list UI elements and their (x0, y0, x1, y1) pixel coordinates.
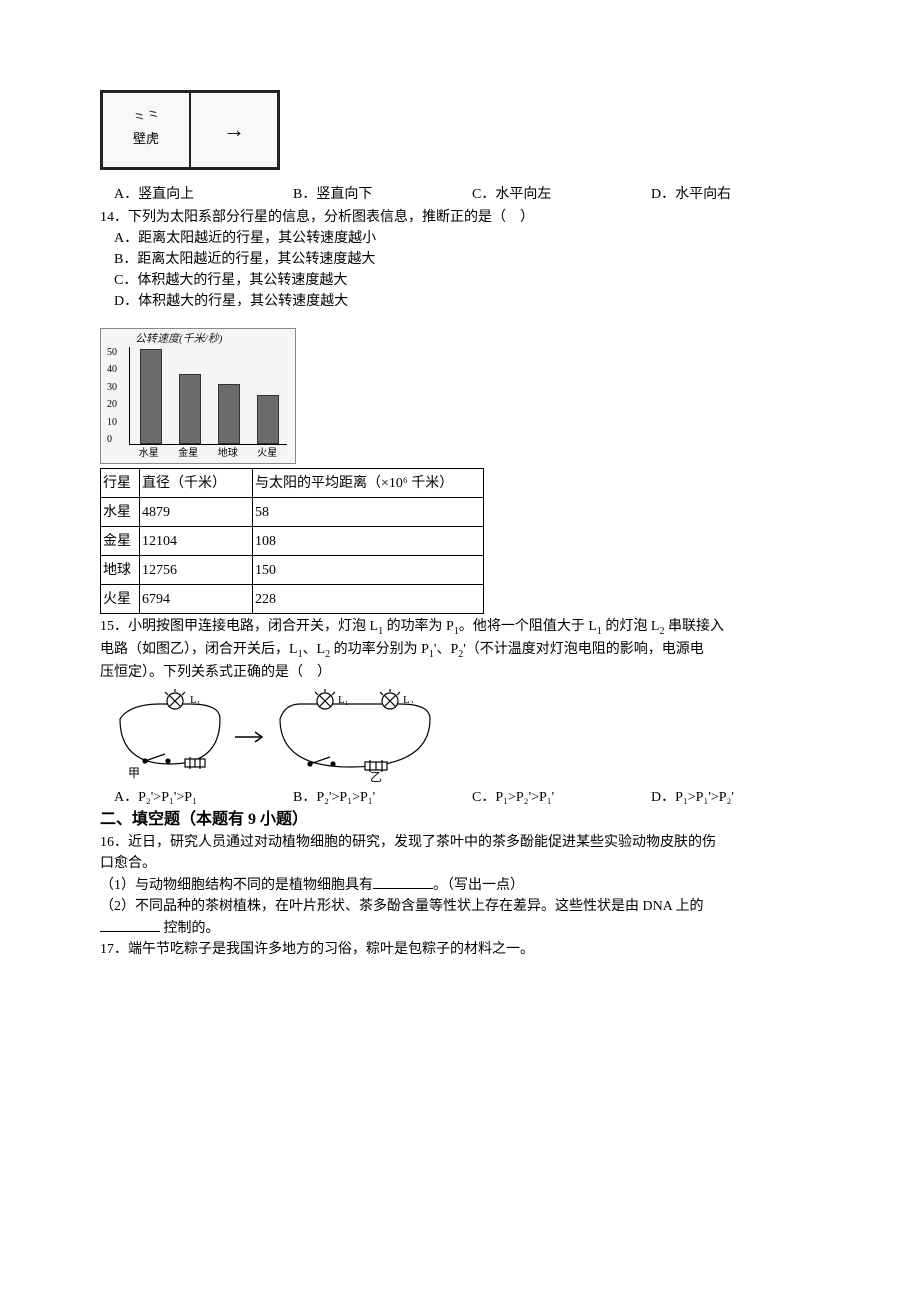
cell: 6794 (140, 585, 253, 614)
q13-opt-c: C．水平向左 (472, 184, 651, 205)
t: 。他将一个阻值大于 L (459, 619, 597, 634)
q15-stem-line2: 电路（如图乙），闭合开关后，L1、L2 的功率分别为 P1'、P2'（不计温度对… (100, 639, 830, 662)
q16-part1: （1）与动物细胞结构不同的是植物细胞具有 。（写出一点） (100, 874, 830, 896)
gecko-drawing: ⺀⺀ (131, 109, 161, 130)
t: '、P (434, 642, 458, 657)
t: （1）与动物细胞结构不同的是植物细胞具有 (100, 878, 373, 893)
chart-plot-area (129, 347, 287, 445)
cell: 金星 (101, 527, 140, 556)
label-l2: L₂ (403, 694, 414, 706)
chart-bar (179, 374, 201, 444)
q16-part2-line1: （2）不同品种的茶树植株，在叶片形状、茶多酚含量等性状上存在差异。这些性状是由 … (100, 896, 830, 917)
cell: 12756 (140, 556, 253, 585)
t: 串联接入 (664, 619, 724, 634)
table-row: 火星 6794 228 (101, 585, 484, 614)
chart-bar (257, 395, 279, 444)
t: 的功率为 P (383, 619, 454, 634)
cell: 水星 (101, 498, 140, 527)
ytick: 40 (107, 362, 117, 377)
th-diameter: 直径（千米） (140, 469, 253, 498)
blank-field[interactable] (373, 874, 433, 889)
cell: 地球 (101, 556, 140, 585)
q14-planet-table: 行星 直径（千米） 与太阳的平均距离（×10⁶ 千米） 水星 4879 58 金… (100, 468, 484, 614)
q15-stem-line3: 压恒定）。下列关系式正确的是（ ） (100, 662, 830, 683)
q15-stem-line1: 15．小明按图甲连接电路，闭合开关，灯泡 L1 的功率为 P1。他将一个阻值大于… (100, 616, 830, 639)
t: 、L (303, 642, 326, 657)
cell: 58 (253, 498, 484, 527)
cell: 4879 (140, 498, 253, 527)
ytick: 0 (107, 432, 117, 447)
gecko-label: 壁虎 (133, 129, 159, 149)
q14-opt-d: D．体积越大的行星，其公转速度越大 (114, 291, 830, 312)
q16-part2-line2: 控制的。 (100, 917, 830, 939)
q15-opt-b: B．P₂'>P₁>P₁' (293, 787, 472, 808)
q16-stem-line2: 口愈合。 (100, 853, 830, 874)
th-distance: 与太阳的平均距离（×10⁶ 千米） (253, 469, 484, 498)
q14-stem: 14．下列为太阳系部分行星的信息，分析图表信息，推断正的是（ ） (100, 207, 830, 228)
q15-options: A．P₂'>P₁'>P₁ B．P₂'>P₁>P₁' C．P₁>P₂'>P₁' D… (114, 787, 830, 808)
label-l1: L₁ (190, 694, 201, 706)
q13-options: A．竖直向上 B．竖直向下 C．水平向左 D．水平向右 (114, 184, 830, 205)
chart-title: 公转速度(千米/秒) (135, 331, 222, 348)
t: 电路（如图乙），闭合开关后，L (100, 642, 298, 657)
q14-opt-c: C．体积越大的行星，其公转速度越大 (114, 270, 830, 291)
chart-x-labels: 水星 金星 地球 火星 (129, 446, 287, 461)
table-header-row: 行星 直径（千米） 与太阳的平均距离（×10⁶ 千米） (101, 469, 484, 498)
gecko-right-panel: → (191, 93, 277, 167)
q16-stem-line1: 16．近日，研究人员通过对动植物细胞的研究，发现了茶叶中的茶多酚能促进某些实验动… (100, 832, 830, 853)
q14-opt-a: A．距离太阳越近的行星，其公转速度越小 (114, 228, 830, 249)
q13-opt-d: D．水平向右 (651, 184, 830, 205)
x-label: 火星 (248, 446, 288, 461)
label-l1b: L₁ (338, 694, 349, 706)
ytick: 50 (107, 345, 117, 360)
t: 15．小明按图甲连接电路，闭合开关，灯泡 L (100, 619, 378, 634)
x-label: 金星 (169, 446, 209, 461)
th-planet: 行星 (101, 469, 140, 498)
q14-bar-chart: 公转速度(千米/秒) 50 40 30 20 10 0 水星 金星 地球 火星 (100, 328, 296, 464)
chart-y-axis: 50 40 30 20 10 0 (107, 345, 117, 447)
q15-circuit-diagram: L₁ 甲 (110, 689, 450, 785)
cell: 火星 (101, 585, 140, 614)
q13-opt-a: A．竖直向上 (114, 184, 293, 205)
blank-field[interactable] (100, 917, 160, 932)
q13-opt-b: B．竖直向下 (293, 184, 472, 205)
table-row: 水星 4879 58 (101, 498, 484, 527)
q15-opt-a: A．P₂'>P₁'>P₁ (114, 787, 293, 808)
label-yi: 乙 (370, 770, 382, 784)
q14-chart-wrap: 公转速度(千米/秒) 50 40 30 20 10 0 水星 金星 地球 火星 (100, 328, 830, 464)
chart-bar (218, 384, 240, 444)
ytick: 20 (107, 397, 117, 412)
t: 。（写出一点） (433, 878, 524, 893)
t: '（不计温度对灯泡电阻的影响，电源电 (463, 642, 704, 657)
x-label: 水星 (129, 446, 169, 461)
cell: 228 (253, 585, 484, 614)
gecko-left-panel: ⺀⺀ 壁虎 (103, 93, 191, 167)
cell: 108 (253, 527, 484, 556)
gecko-diagram: ⺀⺀ 壁虎 → (100, 90, 280, 170)
ytick: 10 (107, 415, 117, 430)
chart-bar (140, 349, 162, 444)
table-row: 地球 12756 150 (101, 556, 484, 585)
section-2-heading: 二、填空题（本题有 9 小题） (100, 808, 830, 832)
q14-opt-b: B．距离太阳越近的行星，其公转速度越大 (114, 249, 830, 270)
label-jia: 甲 (128, 766, 140, 780)
t: 的灯泡 L (602, 619, 660, 634)
t: 的功率分别为 P (330, 642, 429, 657)
arrow-right-icon: → (223, 119, 245, 141)
cell: 12104 (140, 527, 253, 556)
x-label: 地球 (208, 446, 248, 461)
cell: 150 (253, 556, 484, 585)
q15-opt-d: D．P₁>P₁'>P₂' (651, 787, 830, 808)
q15-opt-c: C．P₁>P₂'>P₁' (472, 787, 651, 808)
q17-stem: 17．端午节吃粽子是我国许多地方的习俗，粽叶是包粽子的材料之一。 (100, 939, 830, 960)
table-row: 金星 12104 108 (101, 527, 484, 556)
t: 控制的。 (160, 921, 220, 936)
ytick: 30 (107, 380, 117, 395)
